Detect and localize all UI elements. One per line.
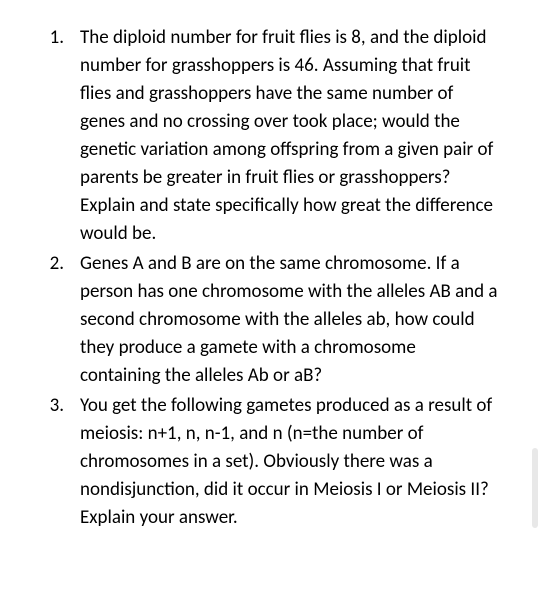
item-number: 1. xyxy=(32,24,80,248)
item-text: Genes A and B are on the same chromosome… xyxy=(80,250,508,390)
item-text: The diploid number for fruit flies is 8,… xyxy=(80,24,508,248)
list-item: 2. Genes A and B are on the same chromos… xyxy=(32,250,508,390)
item-number: 3. xyxy=(32,392,80,532)
item-number: 2. xyxy=(32,250,80,390)
list-item: 1. The diploid number for fruit flies is… xyxy=(32,24,508,248)
numbered-list: 1. The diploid number for fruit flies is… xyxy=(32,24,508,532)
scroll-indicator xyxy=(532,448,538,528)
item-text: You get the following gametes produced a… xyxy=(80,392,508,532)
list-item: 3. You get the following gametes produce… xyxy=(32,392,508,532)
